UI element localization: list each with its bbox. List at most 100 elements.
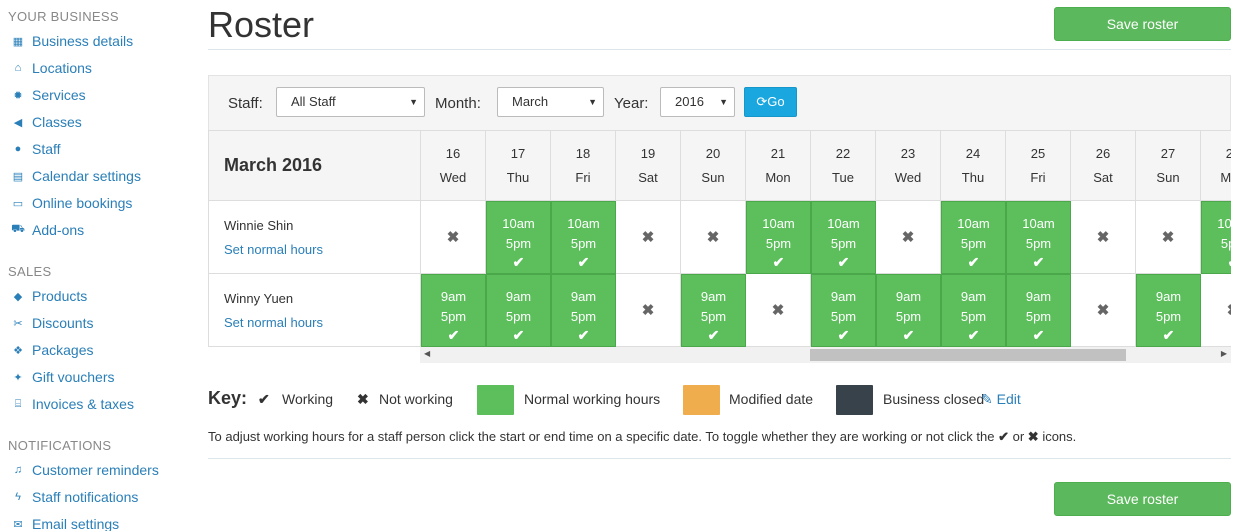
roster-horizontal-scrollbar[interactable]: ◀ ▶ (420, 347, 1231, 363)
cross-icon[interactable]: ✖ (446, 229, 460, 246)
roster-cell-working[interactable]: 9am 5pm ✔ (1136, 274, 1201, 347)
end-time[interactable]: 5pm (1025, 236, 1052, 251)
sidebar-item-business-details[interactable]: ▦ Business details (10, 33, 133, 49)
roster-cell-not-working[interactable]: ✖ (1201, 274, 1231, 347)
sidebar-item-customer-reminders[interactable]: ♫ Customer reminders (10, 462, 159, 478)
roster-cell-working[interactable]: 9am 5pm ✔ (486, 274, 551, 347)
start-time[interactable]: 9am (505, 289, 532, 304)
end-time[interactable]: 5pm (505, 236, 532, 251)
roster-cell-not-working[interactable]: ✖ (1071, 201, 1136, 274)
roster-cell-not-working[interactable]: ✖ (746, 274, 811, 347)
sidebar-item-online-bookings[interactable]: ▭ Online bookings (10, 195, 133, 211)
start-time[interactable]: 9am (895, 289, 922, 304)
cross-icon[interactable]: ✖ (1096, 229, 1110, 246)
check-icon[interactable]: ✔ (1032, 254, 1045, 270)
roster-cell-not-working[interactable]: ✖ (421, 201, 486, 274)
end-time[interactable]: 5pm (895, 309, 922, 324)
roster-cell-not-working[interactable]: ✖ (1071, 274, 1136, 347)
staff-select[interactable]: All Staff ▼ (276, 87, 425, 117)
go-button[interactable]: ⟳Go (744, 87, 797, 117)
cross-icon[interactable]: ✖ (641, 302, 655, 319)
check-icon[interactable]: ✔ (512, 254, 525, 270)
sidebar-item-staff[interactable]: ● Staff (10, 141, 61, 157)
save-roster-button-top[interactable]: Save roster (1054, 7, 1231, 41)
check-icon[interactable]: ✔ (772, 254, 785, 270)
start-time[interactable]: 10am (567, 216, 600, 231)
sidebar-item-staff-notifications[interactable]: ϟ Staff notifications (10, 489, 138, 505)
scrollbar-thumb[interactable] (810, 349, 1126, 361)
roster-cell-working[interactable]: 9am 5pm ✔ (811, 274, 876, 347)
sidebar-item-locations[interactable]: ⌂ Locations (10, 60, 92, 76)
sidebar-item-add-ons[interactable]: ⛟ Add-ons (10, 222, 84, 238)
sidebar-item-gift-vouchers[interactable]: ✦ Gift vouchers (10, 369, 114, 385)
roster-cell-not-working[interactable]: ✖ (616, 201, 681, 274)
roster-cell-working[interactable]: 9am 5pm ✔ (941, 274, 1006, 347)
start-time[interactable]: 9am (700, 289, 727, 304)
roster-cell-working[interactable]: 10am 5pm ✔ (486, 201, 551, 274)
roster-cell-not-working[interactable]: ✖ (876, 201, 941, 274)
roster-cell-working[interactable]: 9am 5pm ✔ (1006, 274, 1071, 347)
check-icon[interactable]: ✔ (512, 327, 525, 343)
end-time[interactable]: 5pm (765, 236, 792, 251)
check-icon[interactable]: ✔ (837, 254, 850, 270)
sidebar-item-invoices-taxes[interactable]: ⌸ Invoices & taxes (10, 396, 134, 412)
save-roster-button-bottom[interactable]: Save roster (1054, 482, 1231, 516)
end-time[interactable]: 5pm (440, 309, 467, 324)
start-time[interactable]: 9am (440, 289, 467, 304)
check-icon[interactable]: ✔ (1032, 327, 1045, 343)
roster-cell-working[interactable]: 10am 5pm ✔ (1201, 201, 1231, 274)
month-select[interactable]: March ▼ (497, 87, 604, 117)
scroll-right-icon[interactable]: ▶ (1220, 349, 1227, 358)
end-time[interactable]: 5pm (1155, 309, 1182, 324)
check-icon[interactable]: ✔ (967, 254, 980, 270)
check-icon[interactable]: ✔ (577, 254, 590, 270)
end-time[interactable]: 5pm (1220, 236, 1231, 251)
start-time[interactable]: 9am (830, 289, 857, 304)
cross-icon[interactable]: ✖ (641, 229, 655, 246)
start-time[interactable]: 10am (1217, 216, 1231, 231)
check-icon[interactable]: ✔ (902, 327, 915, 343)
start-time[interactable]: 9am (960, 289, 987, 304)
sidebar-item-products[interactable]: ◆ Products (10, 288, 87, 304)
start-time[interactable]: 10am (762, 216, 795, 231)
roster-cell-working[interactable]: 9am 5pm ✔ (681, 274, 746, 347)
sidebar-item-email-settings[interactable]: ✉ Email settings (10, 516, 119, 531)
end-time[interactable]: 5pm (960, 309, 987, 324)
roster-cell-not-working[interactable]: ✖ (681, 201, 746, 274)
roster-cell-working[interactable]: 9am 5pm ✔ (421, 274, 486, 347)
roster-cell-working[interactable]: 9am 5pm ✔ (876, 274, 941, 347)
set-normal-hours-link[interactable]: Set normal hours (224, 242, 323, 257)
end-time[interactable]: 5pm (830, 309, 857, 324)
edit-closed-days-link[interactable]: ✎ Edit (981, 391, 1021, 408)
sidebar-item-calendar-settings[interactable]: ▤ Calendar settings (10, 168, 141, 184)
check-icon[interactable]: ✔ (1162, 327, 1175, 343)
year-select[interactable]: 2016 ▼ (660, 87, 735, 117)
start-time[interactable]: 9am (1155, 289, 1182, 304)
cross-icon[interactable]: ✖ (901, 229, 915, 246)
check-icon[interactable]: ✔ (967, 327, 980, 343)
end-time[interactable]: 5pm (960, 236, 987, 251)
sidebar-item-discounts[interactable]: ✂ Discounts (10, 315, 93, 331)
start-time[interactable]: 10am (957, 216, 990, 231)
end-time[interactable]: 5pm (505, 309, 532, 324)
cross-icon[interactable]: ✖ (771, 302, 785, 319)
end-time[interactable]: 5pm (700, 309, 727, 324)
end-time[interactable]: 5pm (570, 236, 597, 251)
roster-cell-not-working[interactable]: ✖ (1136, 201, 1201, 274)
end-time[interactable]: 5pm (1025, 309, 1052, 324)
set-normal-hours-link[interactable]: Set normal hours (224, 315, 323, 330)
roster-cell-working[interactable]: 10am 5pm ✔ (1006, 201, 1071, 274)
end-time[interactable]: 5pm (830, 236, 857, 251)
cross-icon[interactable]: ✖ (1201, 301, 1231, 319)
roster-cell-working[interactable]: 10am 5pm ✔ (746, 201, 811, 274)
roster-cell-not-working[interactable]: ✖ (616, 274, 681, 347)
start-time[interactable]: 10am (827, 216, 860, 231)
scroll-left-icon[interactable]: ◀ (424, 349, 431, 358)
check-icon[interactable]: ✔ (1202, 254, 1231, 271)
check-icon[interactable]: ✔ (837, 327, 850, 343)
sidebar-item-services[interactable]: ✹ Services (10, 87, 85, 103)
roster-cell-working[interactable]: 10am 5pm ✔ (811, 201, 876, 274)
roster-cell-working[interactable]: 10am 5pm ✔ (551, 201, 616, 274)
start-time[interactable]: 10am (1022, 216, 1055, 231)
cross-icon[interactable]: ✖ (1161, 229, 1175, 246)
